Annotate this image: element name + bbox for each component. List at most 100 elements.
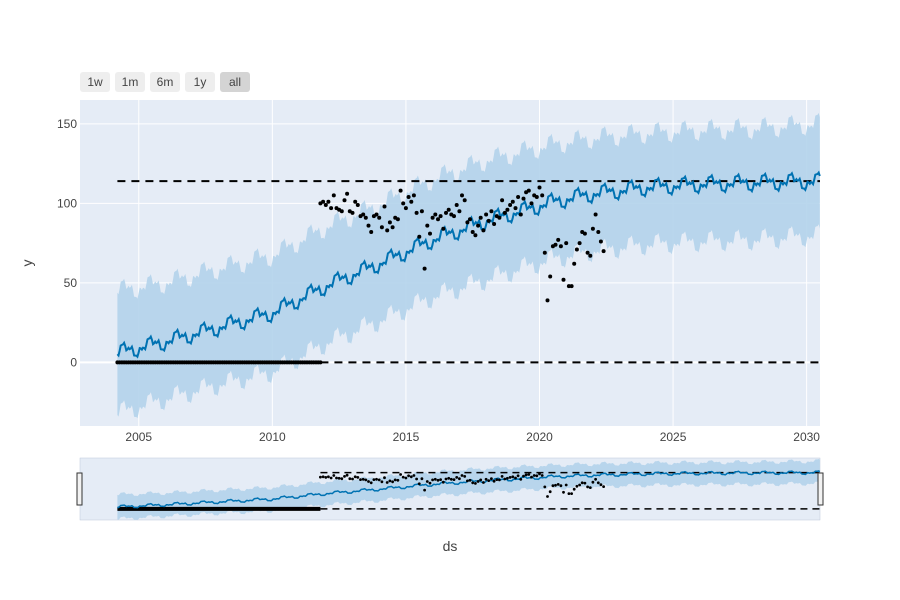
range-slider-observed-point xyxy=(556,483,560,486)
range-button-1m[interactable]: 1m xyxy=(115,72,145,92)
observed-point xyxy=(403,206,408,211)
x-axis-ticks: 2005 2010 2015 2020 2025 2030 xyxy=(125,430,820,444)
observed-point xyxy=(534,195,539,199)
observed-point xyxy=(540,193,545,198)
x-tick-label: 2010 xyxy=(259,430,286,444)
range-slider-observed-point xyxy=(463,475,467,478)
range-slider-observed-point xyxy=(575,484,579,488)
observed-point xyxy=(374,212,379,217)
observed-point xyxy=(417,234,422,239)
observed-point xyxy=(366,223,371,228)
observed-point xyxy=(497,215,502,220)
range-slider-observed-point xyxy=(594,477,597,481)
range-slider-observed-point xyxy=(479,478,483,482)
observed-point xyxy=(588,253,593,258)
x-tick-label: 2015 xyxy=(393,430,420,444)
range-slider-observed-point xyxy=(353,475,357,479)
observed-point xyxy=(502,210,507,215)
range-slider-observed-point xyxy=(508,476,512,479)
range-slider-observed-point xyxy=(546,495,549,498)
range-slider-observed-point xyxy=(332,474,336,477)
range-slider[interactable] xyxy=(76,457,824,521)
range-slider-observed-point xyxy=(364,478,368,482)
observed-point xyxy=(462,198,467,203)
range-slider-right-handle[interactable] xyxy=(817,472,824,506)
range-slider-observed-point xyxy=(471,481,475,485)
observed-point xyxy=(569,284,574,289)
range-slider-observed-point xyxy=(468,478,472,482)
range-slider-observed-point xyxy=(319,475,322,479)
range-slider-observed-point xyxy=(602,485,605,488)
range-slider-observed-point xyxy=(324,476,328,479)
observed-point xyxy=(572,261,577,266)
range-slider-observed-point xyxy=(548,490,552,494)
range-button-all[interactable]: all xyxy=(220,72,250,92)
range-slider-observed-point xyxy=(436,478,440,482)
range-slider-observed-point xyxy=(522,474,525,478)
observed-point xyxy=(353,199,358,204)
observed-point xyxy=(548,274,553,279)
range-slider-left-handle[interactable] xyxy=(76,472,83,506)
range-slider-observed-point xyxy=(570,492,573,495)
range-slider-observed-point xyxy=(482,481,485,484)
observed-point xyxy=(345,191,350,196)
main-plot-area[interactable] xyxy=(80,100,821,426)
range-slider-observed-point xyxy=(498,478,501,482)
range-slider-observed-point xyxy=(380,480,384,484)
y-tick-label: 150 xyxy=(57,117,77,131)
observed-point xyxy=(476,223,481,228)
observed-point xyxy=(342,198,347,203)
observed-point xyxy=(510,199,515,204)
observed-point xyxy=(444,210,448,215)
observed-point xyxy=(577,241,582,246)
range-slider-observed-point xyxy=(367,480,370,483)
range-slider-observed-point xyxy=(412,474,416,477)
y-axis-title: y xyxy=(19,260,35,267)
observed-point xyxy=(500,198,505,203)
range-button-1y[interactable]: 1y xyxy=(185,72,215,92)
range-slider-observed-point xyxy=(375,477,378,481)
range-slider-observed-point xyxy=(385,481,389,484)
observed-point xyxy=(361,212,366,217)
range-slider-observed-point xyxy=(391,480,394,484)
observed-point xyxy=(401,201,406,206)
observed-point xyxy=(574,247,579,252)
range-slider-observed-point xyxy=(490,477,493,481)
range-slider-observed-point xyxy=(431,478,434,482)
range-slider-observed-point xyxy=(441,480,445,484)
observed-point xyxy=(582,231,587,236)
observed-point xyxy=(526,188,531,193)
range-slider-observed-point xyxy=(423,488,426,492)
range-slider-observed-point xyxy=(404,476,408,480)
observed-point xyxy=(436,217,440,222)
range-slider-observed-point xyxy=(591,480,595,484)
range-slider-observed-point xyxy=(511,475,515,479)
observed-point xyxy=(484,212,489,217)
range-slider-observed-point xyxy=(503,477,507,481)
range-button-6m[interactable]: 6m xyxy=(150,72,180,92)
range-slider-observed-point xyxy=(433,477,437,481)
observed-point xyxy=(553,242,558,247)
observed-point xyxy=(585,250,590,255)
range-slider-observed-point xyxy=(519,477,523,481)
range-slider-observed-point xyxy=(596,481,600,485)
observed-point xyxy=(350,210,355,215)
y-tick-label: 50 xyxy=(64,276,78,290)
range-slider-observed-point xyxy=(487,479,491,482)
observed-point xyxy=(465,220,470,225)
range-slider-band xyxy=(117,459,820,521)
y-tick-label: 0 xyxy=(70,355,77,369)
observed-point xyxy=(460,193,464,198)
range-slider-observed-point xyxy=(415,477,418,481)
y-tick-label: 100 xyxy=(57,196,77,210)
range-slider-observed-point xyxy=(361,477,365,481)
observed-point xyxy=(590,226,595,231)
range-slider-observed-point xyxy=(401,475,405,479)
range-slider-observed-point xyxy=(345,473,349,477)
observed-point xyxy=(425,223,430,228)
observed-point xyxy=(545,298,550,303)
observed-point xyxy=(339,209,344,214)
observed-point xyxy=(355,203,360,207)
observed-point xyxy=(556,237,561,242)
range-button-1w[interactable]: 1w xyxy=(80,72,110,92)
